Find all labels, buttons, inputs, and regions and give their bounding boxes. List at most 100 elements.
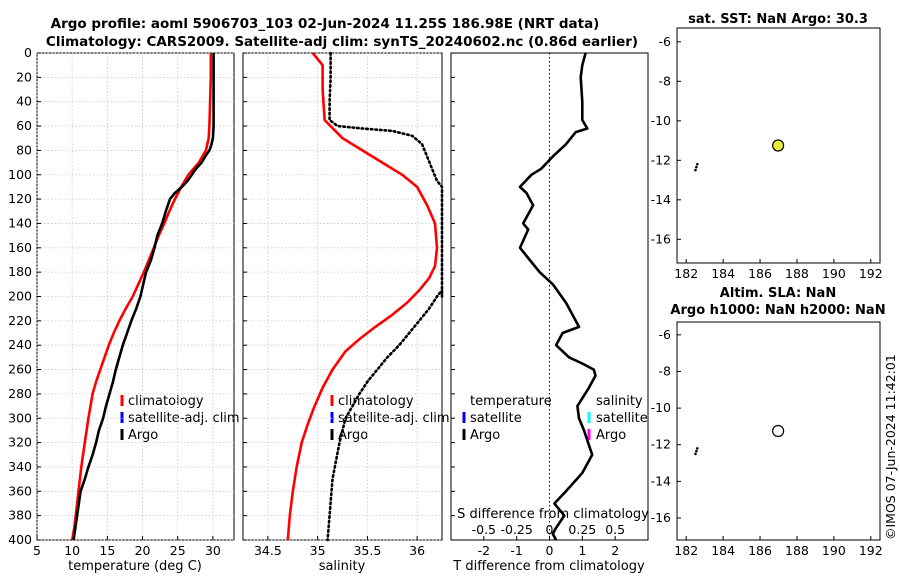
sla_map-xtick-label: 188 (785, 543, 809, 558)
sst-map-title: sat. SST: NaN Argo: 30.3 (688, 12, 868, 27)
depth-tick-label: 160 (8, 240, 32, 255)
depth-tick-label: 80 (16, 142, 32, 157)
sla_map-ytick-label: -12 (651, 437, 671, 452)
sst_map-track-dot (695, 165, 698, 169)
difference-xtick-label: -2 (478, 543, 490, 558)
difference-xlabel: T difference from climatology (452, 559, 645, 574)
difference-top-label: S difference from climatology (457, 507, 649, 522)
legend-climatology: climatology (338, 394, 414, 409)
depth-tick-label: 60 (16, 118, 32, 133)
difference-xtick-label: 1 (578, 543, 586, 558)
sla-map-title: Altim. SLA: NaN (720, 286, 836, 301)
difference-xtick-label: -1 (510, 543, 522, 558)
sst_map-ytick-label: -6 (659, 34, 672, 49)
difference-top-tick-label: -0.25 (500, 522, 532, 537)
temperature-legend: climatology satellite-adj. clim Argo (120, 394, 240, 443)
legend-salinity: salinity (596, 394, 643, 409)
depth-tick-label: 120 (8, 191, 32, 206)
depth-tick-label: 200 (8, 289, 32, 304)
difference-top-tick-label: 0.25 (568, 522, 596, 537)
sst_map-xtick-label: 186 (748, 266, 772, 281)
temperature-xtick-label: 15 (99, 543, 115, 558)
depth-tick-label: 20 (16, 69, 32, 84)
temperature-xtick-label: 20 (135, 543, 151, 558)
sla_map-xtick-label: 184 (711, 543, 735, 558)
temperature-series-climatology (70, 53, 213, 541)
difference-series-t-difference (518, 52, 597, 541)
sla_map-ytick-label: -8 (659, 363, 672, 378)
salinity-series-climatology (286, 52, 439, 541)
sst_map-ytick-label: -16 (651, 231, 671, 246)
sst_map-argo-marker (772, 139, 785, 152)
depth-tick-label: 380 (8, 508, 32, 523)
salinity-series-argo (326, 51, 444, 542)
temperature-xlabel: temperature (deg C) (68, 559, 202, 574)
salinity-xtick-label: 34.5 (254, 543, 282, 558)
temperature-panel: temperature (deg C) climatology satellit… (8, 45, 239, 574)
depth-tick-label: 340 (8, 459, 32, 474)
figure-title-line1: Argo profile: aoml 5906703_103 02-Jun-20… (51, 16, 600, 32)
depth-tick-label: 400 (8, 532, 32, 547)
depth-tick-label: 40 (16, 94, 32, 109)
sla_map-argo-marker (772, 424, 785, 438)
legend-t-satellite: satellite (470, 411, 522, 426)
sst_map-ytick-label: -14 (651, 192, 671, 207)
sla_map-track-dot (695, 449, 698, 453)
legend-t-argo: Argo (470, 428, 500, 443)
sst-map-axes-box (676, 27, 881, 264)
difference-top-tick-label: -0.5 (472, 522, 496, 537)
sst-map-panel: sat. SST: NaN Argo: 30.3 182 184 186 188 190… (651, 12, 883, 281)
sla_map-track-dot (696, 447, 699, 450)
sla-map-panel: Altim. SLA: NaN Argo h1000: NaN h2000: N… (651, 286, 886, 558)
temperature-xtick-label: 25 (170, 543, 186, 558)
salinity-grid (243, 52, 442, 541)
depth-tick-label: 220 (8, 313, 32, 328)
sst_map-ytick-label: -8 (659, 73, 672, 88)
sla_map-ytick-label: -16 (651, 510, 671, 525)
legend-s-argo: Argo (596, 428, 626, 443)
depth-tick-label: 260 (8, 362, 32, 377)
sst_map-xtick-label: 190 (822, 266, 846, 281)
temperature-xtick-label: 5 (33, 543, 41, 558)
sla_map-ytick-label: -6 (659, 327, 672, 342)
difference-legend-left: temperature satellite Argo (462, 394, 552, 443)
sst_map-ytick-label: -12 (651, 152, 671, 167)
temperature-xtick-label: 10 (64, 543, 80, 558)
depth-tick-label: 0 (24, 45, 32, 60)
depth-tick-label: 280 (8, 386, 32, 401)
salinity-panel: salinity climatology satellite-adj. clim… (242, 51, 450, 574)
salinity-xlabel: salinity (319, 559, 366, 574)
sst_map-track-dot (696, 162, 699, 166)
figure-title-line2: Climatology: CARS2009. Satellite-adj cli… (46, 34, 638, 50)
legend-satellite: satellite-adj. clim (128, 411, 240, 426)
depth-tick-label: 240 (8, 337, 32, 352)
sst_map-ytick-label: -10 (651, 113, 671, 128)
sst_map-xtick-label: 182 (674, 266, 698, 281)
temperature-xtick-label: 30 (205, 543, 221, 558)
sla_map-track-dot (694, 452, 697, 456)
sla_map-xtick-label: 182 (674, 543, 698, 558)
sla_map-xtick-label: 192 (859, 543, 883, 558)
depth-tick-label: 320 (8, 435, 32, 450)
sst_map-xtick-label: 192 (859, 266, 883, 281)
difference-legend-right: salinity satellite Argo (587, 394, 648, 443)
depth-tick-label: 360 (8, 483, 32, 498)
depth-tick-label: 140 (8, 215, 32, 230)
sla_map-xtick-label: 186 (748, 543, 772, 558)
sla-map-axes-box (676, 321, 881, 541)
difference-panel: T difference from climatology S differen… (450, 52, 649, 574)
sla-map-title2: Argo h1000: NaN h2000: NaN (670, 303, 885, 318)
difference-xtick-label: 0 (546, 543, 554, 558)
imos-watermark: ©IMOS 07-Jun-2024 11:42:01 (883, 354, 898, 540)
sla_map-ytick-label: -10 (651, 400, 671, 415)
sst_map-track-dot (694, 168, 697, 172)
difference-top-tick-label: 0.5 (605, 522, 625, 537)
legend-argo: Argo (338, 428, 368, 443)
legend-temperature: temperature (470, 394, 552, 409)
salinity-xtick-label: 35 (310, 543, 326, 558)
sst_map-xtick-label: 184 (711, 266, 735, 281)
depth-tick-label: 180 (8, 264, 32, 279)
depth-tick-label: 100 (8, 167, 32, 182)
sst_map-xtick-label: 188 (785, 266, 809, 281)
salinity-xtick-label: 36 (409, 543, 425, 558)
